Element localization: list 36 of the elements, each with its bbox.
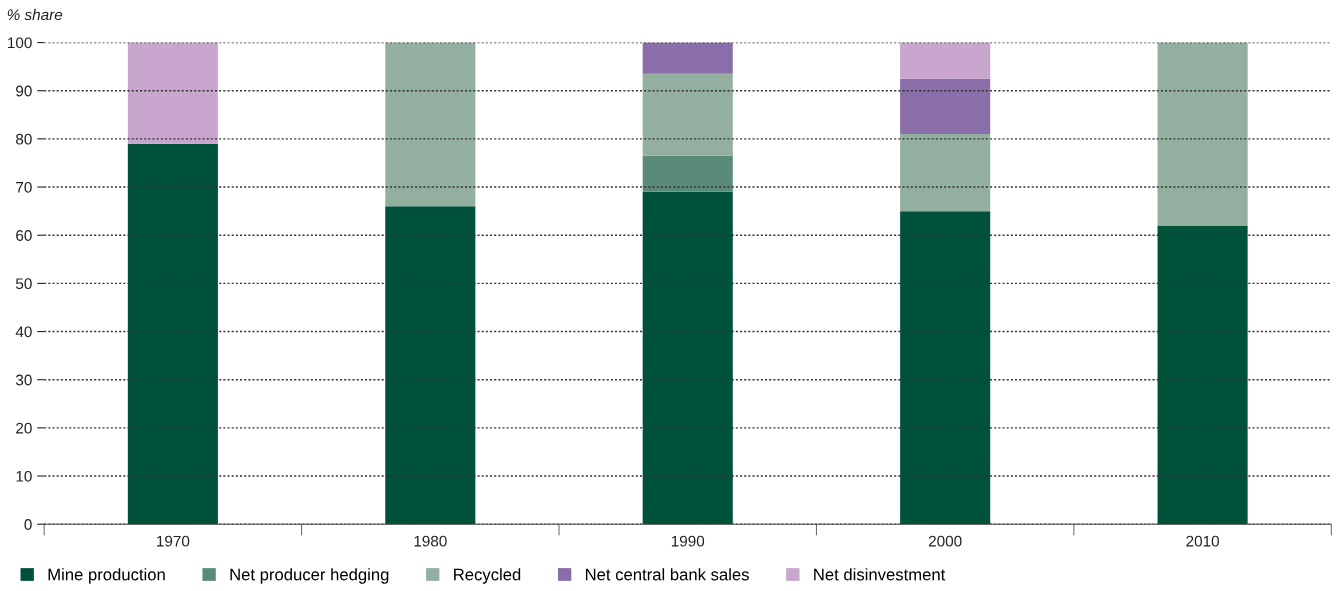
bar [900, 211, 991, 525]
bar [385, 42, 476, 207]
legend-label: Net producer hedging [230, 568, 389, 584]
legend-label: Mine production [48, 568, 165, 584]
bar [127, 143, 218, 525]
y-tick-label: 40 [15, 326, 32, 338]
y-tick-label: 50 [15, 278, 32, 290]
bar [900, 134, 991, 212]
y-tick-label: 30 [15, 374, 32, 386]
bar [900, 42, 991, 79]
y-tick-label: 10 [16, 470, 32, 482]
y-tick-label: 90 [16, 85, 32, 97]
bar [642, 42, 733, 74]
bar [642, 191, 733, 525]
bar [1157, 225, 1248, 525]
x-tick-label: 1990 [671, 535, 705, 547]
legend-label: Net central bank sales [585, 568, 749, 581]
x-tick-label: 1980 [414, 535, 447, 547]
bar [127, 42, 218, 144]
legend-label: Net disinvestment [814, 568, 946, 581]
x-tick-label: 2010 [1186, 535, 1219, 547]
bar [642, 155, 733, 192]
x-tick-label: 1970 [157, 535, 190, 547]
legend-label: Recycled [454, 568, 521, 584]
x-tick-label: 2000 [928, 535, 962, 547]
bar [900, 78, 991, 135]
bar [642, 73, 733, 156]
bar [385, 206, 476, 525]
y-tick-label: 80 [16, 133, 32, 145]
y-tick-label: 100 [8, 37, 32, 49]
y-axis-title: % share [7, 8, 63, 21]
y-tick-label: 70 [16, 181, 32, 193]
bar [1157, 42, 1248, 226]
y-tick-label: 60 [16, 230, 32, 241]
y-tick-label: 20 [16, 422, 32, 434]
y-tick-label: 0 [24, 519, 32, 530]
